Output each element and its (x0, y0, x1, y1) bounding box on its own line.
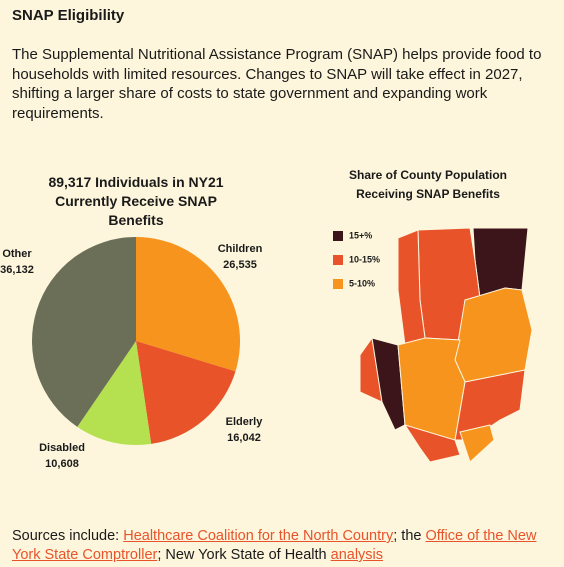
legend-swatch (333, 231, 343, 241)
intro-text: The Supplemental Nutritional Assistance … (12, 46, 542, 122)
county (459, 424, 495, 463)
pie-slice (31, 237, 137, 427)
slice-label: Children (218, 243, 263, 255)
source-link[interactable]: Healthcare Coalition for the North Count… (123, 528, 394, 544)
pie-slice (136, 237, 240, 372)
source-text: ; New York State of Health (157, 547, 331, 563)
source-text: ; the (393, 528, 426, 544)
legend-swatch (333, 255, 343, 265)
pie-title: 89,317 Individuals in NY21 Currently Rec… (48, 174, 224, 228)
pie-slice (136, 341, 236, 444)
county (371, 337, 406, 431)
page-title: SNAP Eligibility (12, 7, 125, 24)
county (403, 424, 461, 463)
county (454, 287, 533, 383)
county-map (359, 227, 533, 463)
slice-label: Disabled (39, 442, 85, 454)
source-text: Sources include: (12, 528, 124, 544)
slice-label: Elderly (226, 416, 264, 428)
legend-swatch (333, 279, 343, 289)
map-title: Share of County Population Receiving SNA… (349, 168, 507, 201)
source-link[interactable]: Office of the New York State Comptroller (12, 528, 537, 563)
slice-value: 36,132 (0, 264, 34, 276)
slice-label: Other (2, 248, 32, 260)
source-link[interactable]: analysis (330, 547, 384, 563)
sources: Sources include: Healthcare Coalition fo… (12, 527, 557, 565)
slice-value: 26,535 (223, 259, 257, 271)
county (472, 227, 529, 299)
legend-label: 15+% (349, 230, 372, 240)
legend-label: 10-15% (349, 254, 380, 264)
slice-value: 16,042 (227, 432, 261, 444)
slice-value: 10,608 (45, 458, 79, 470)
pie-slice (77, 341, 152, 445)
legend-label: 5-10% (349, 278, 375, 288)
